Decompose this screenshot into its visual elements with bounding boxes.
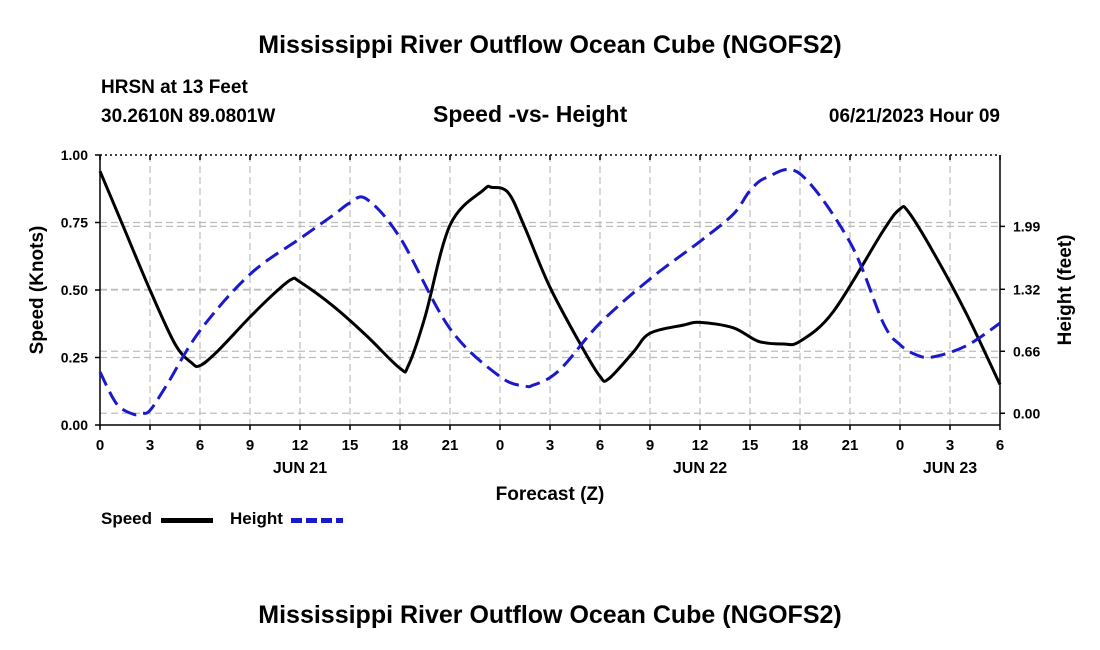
x-tick-label: 21 xyxy=(442,437,459,454)
x-tick-label: 21 xyxy=(842,437,859,454)
x-tick-label: 0 xyxy=(496,437,504,454)
x-tick-label: 18 xyxy=(392,437,409,454)
x-day-label: JUN 22 xyxy=(673,460,727,477)
y-tick-label-right: 1.32 xyxy=(1013,281,1040,297)
series-line-speed xyxy=(98,170,1002,386)
x-tick-label: 12 xyxy=(692,437,709,454)
legend-height-swatch xyxy=(291,518,343,523)
chart-title-bottom: Mississippi River Outflow Ocean Cube (NG… xyxy=(258,601,842,629)
legend-speed-swatch xyxy=(161,518,213,523)
x-tick-label: 3 xyxy=(546,437,554,454)
y-tick-label-left: 0.00 xyxy=(61,417,88,433)
x-tick-label: 9 xyxy=(246,437,254,454)
chart-subtitle: Speed -vs- Height xyxy=(433,101,628,127)
x-tick-label: 6 xyxy=(196,437,204,454)
series-line-height xyxy=(98,167,1001,417)
x-day-label: JUN 23 xyxy=(923,460,977,477)
x-tick-label: 0 xyxy=(96,437,104,454)
x-day-label: JUN 21 xyxy=(273,460,327,477)
x-tick-label: 15 xyxy=(342,437,359,454)
x-tick-label: 9 xyxy=(646,437,654,454)
y-tick-label-right: 1.99 xyxy=(1013,218,1040,234)
x-tick-label: 18 xyxy=(792,437,809,454)
chart-title-top: Mississippi River Outflow Ocean Cube (NG… xyxy=(258,31,842,59)
y-tick-label-right: 0.66 xyxy=(1013,343,1040,359)
x-tick-label: 15 xyxy=(742,437,759,454)
forecast-datetime: 06/21/2023 Hour 09 xyxy=(828,106,1000,127)
legend-speed-label: Speed xyxy=(101,509,153,528)
station-label: HRSN at 13 Feet xyxy=(101,77,248,98)
x-axis-label: Forecast (Z) xyxy=(496,484,605,505)
y-tick-label-left: 0.25 xyxy=(61,350,88,366)
y-axis-label-left: Speed (Knots) xyxy=(27,226,48,355)
x-tick-label: 12 xyxy=(292,437,309,454)
x-tick-label: 3 xyxy=(146,437,154,454)
legend-height-label: Height xyxy=(230,509,283,528)
y-tick-label-left: 1.00 xyxy=(61,147,88,163)
y-tick-label-left: 0.50 xyxy=(61,282,88,298)
x-tick-label: 0 xyxy=(896,437,904,454)
station-coordinates: 30.2610N 89.0801W xyxy=(101,106,276,127)
y-tick-label-left: 0.75 xyxy=(61,215,88,231)
y-tick-label-right: 0.00 xyxy=(1013,405,1040,421)
y-axis-label-right: Height (feet) xyxy=(1055,235,1076,346)
x-tick-label: 3 xyxy=(946,437,954,454)
x-tick-label: 6 xyxy=(596,437,604,454)
x-tick-label: 6 xyxy=(996,437,1004,454)
